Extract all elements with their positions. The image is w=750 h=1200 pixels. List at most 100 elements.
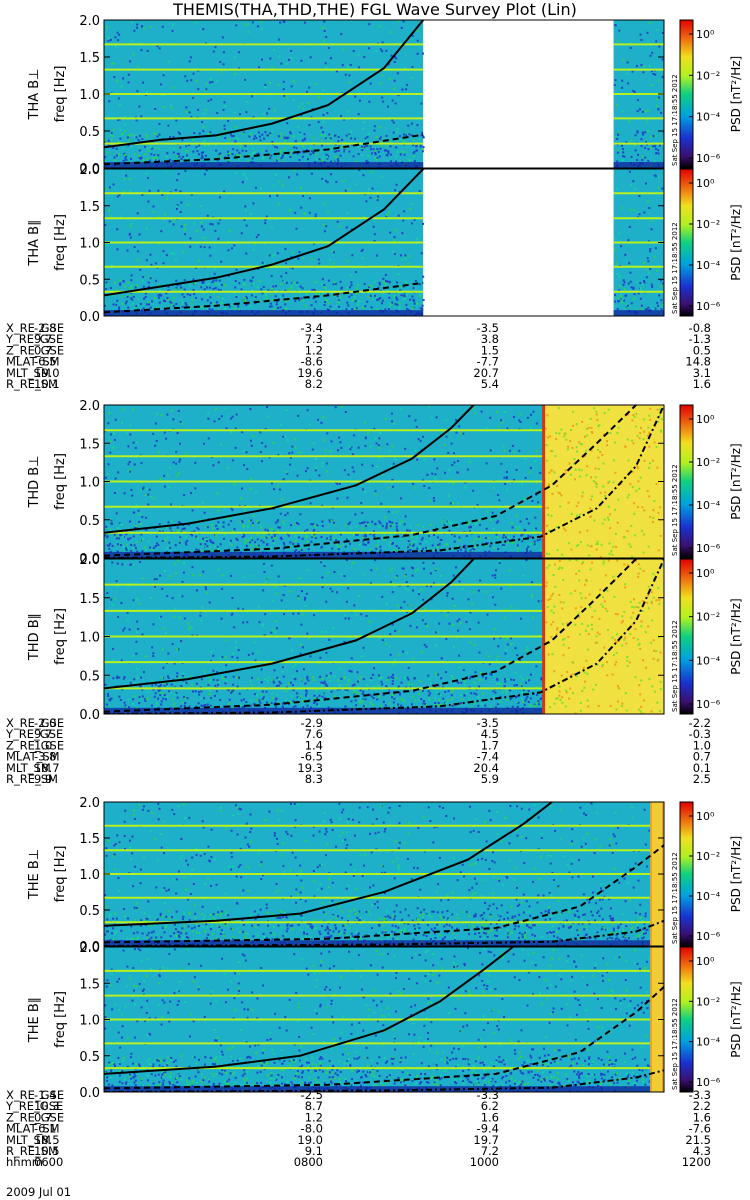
colorbar-tick-label: 10⁻⁴ [696, 1036, 721, 1049]
y-tick-label: 1.5 [79, 832, 100, 847]
ephemeris-value: -3.8 [34, 750, 56, 764]
ephemeris-value: -9.4 [477, 1122, 499, 1136]
dashdot-curve [104, 559, 664, 714]
colorbar-tick-label: 10⁻⁴ [696, 111, 721, 124]
ephemeris-value: 18.7 [34, 761, 60, 775]
y-tick-label: 0.5 [79, 125, 100, 140]
ephemeris-value: -7.7 [477, 355, 499, 369]
ephemeris-value: 8.3 [305, 772, 323, 786]
dashed-curve [104, 986, 664, 1090]
ephemeris-label: MLT_SM [6, 366, 51, 380]
ephemeris-value: 9.9 [34, 772, 52, 786]
colorbar [679, 558, 694, 715]
y-tick-label: 1.0 [79, 237, 100, 252]
ephemeris-value: 6.2 [481, 1099, 499, 1113]
colorbar-tick-label: 10⁻² [696, 850, 720, 863]
spectrogram-panel: 0.0 0.5 1.0 1.5 2.0 THD B⊥ freq [Hz] Sat Sep 15… [27, 399, 743, 567]
ephemeris-label: R_RE_SM [6, 772, 58, 786]
colorbar [679, 801, 694, 947]
ephemeris-value: 1.2 [305, 343, 323, 357]
ephemeris-value: 1.6 [693, 377, 711, 391]
colorbar-tick-label: 10⁰ [696, 567, 715, 580]
ephemeris-value: 19.0 [297, 1133, 323, 1147]
panel-ylabel: THA B∥ [27, 219, 42, 266]
ephemeris-value: 21.5 [685, 1133, 711, 1147]
ephemeris-value: 7.3 [305, 332, 323, 346]
spectrogram-panel: 0.0 0.5 1.0 1.5 2.0 THA B∥ freq [Hz] Sat Sep 15… [27, 163, 743, 325]
ephemeris-value: 1.6 [693, 1110, 711, 1124]
ephemeris-value: 3.1 [693, 366, 711, 380]
panel-ylabel: THD B∥ [27, 613, 42, 661]
spectrogram-image [104, 559, 664, 714]
ephemeris-value: 14.8 [685, 355, 711, 369]
ephemeris-value: -0.3 [689, 727, 711, 741]
y-tick-label: 0.0 [79, 708, 100, 723]
ephemeris-label: R_RE_SM [6, 377, 58, 391]
colorbar-tick-label: 10⁻⁶ [696, 930, 721, 943]
colorbar-tick-label: 10⁻⁴ [696, 654, 721, 667]
ephemeris-value: -6.5 [301, 750, 323, 764]
ephemeris-label: Y_RE_GSE [5, 1099, 63, 1113]
ephemeris-label: Z_RE_GSE [6, 1110, 64, 1124]
y-tick-label: 1.0 [79, 476, 100, 491]
ephemeris-value: 0.7 [34, 343, 52, 357]
colorbar-stamp: Sat Sep 15 17:18:55 2012 [671, 222, 679, 314]
colorbar-tick-label: 10⁻⁴ [696, 499, 721, 512]
axis-ylabel: freq [Hz] [53, 214, 68, 271]
panel-ylabel: THE B∥ [27, 997, 42, 1043]
ephemeris-value: 9.7 [34, 727, 52, 741]
colorbar-tick-label: 10⁻⁶ [696, 542, 721, 555]
ephemeris-value: 10.1 [34, 377, 60, 391]
dashed-curve [104, 844, 664, 944]
colorbar-label: PSD [nT²/Hz] [729, 981, 743, 1057]
spectrogram-panel: 0.0 0.5 1.0 1.5 2.0 THA B⊥ freq [Hz] Sat Sep 15… [27, 14, 743, 177]
dashdot-curve [104, 919, 664, 946]
ephemeris-label: MLAT_SM [6, 750, 60, 764]
ephemeris-label: X_RE_GSE [6, 321, 64, 335]
ephemeris-value: 19.0 [34, 366, 60, 380]
ephemeris-label: MLT_SM [6, 1133, 51, 1147]
colorbar-tick-label: 10⁻⁴ [696, 259, 721, 272]
ephemeris-value: 0.5 [693, 343, 711, 357]
ephemeris-value: 4.3 [693, 1144, 711, 1158]
ephemeris-value: 0.7 [34, 1110, 52, 1124]
y-tick-label: 0.0 [79, 552, 100, 567]
y-tick-label: 0.0 [79, 162, 100, 177]
y-tick-label: 2.0 [79, 553, 100, 568]
ephemeris-value: 20.7 [473, 366, 499, 380]
ephemeris-value: 1.2 [305, 1110, 323, 1124]
axis-ylabel: freq [Hz] [53, 991, 68, 1048]
ephemeris-value: 0.7 [693, 750, 711, 764]
ephemeris-label: R_RE_SM [6, 1144, 58, 1158]
ephemeris-label: MLAT_SM [6, 355, 60, 369]
ephemeris-label: Y_RE_GSE [5, 332, 63, 346]
colorbar-tick-label: 10⁻² [696, 69, 720, 82]
spectrogram-panel: 0.0 0.5 1.0 1.5 2.0 THE B∥ freq [Hz] Sat Sep 15… [27, 941, 743, 1101]
colorbar-tick-label: 10⁻⁶ [696, 1076, 721, 1089]
hot-region [543, 559, 664, 714]
ephemeris-value: 2.5 [693, 772, 711, 786]
ephemeris-label: hhmm [6, 1155, 43, 1169]
ephemeris-value: 7.2 [481, 1144, 499, 1158]
y-tick-label: 1.5 [79, 437, 100, 452]
ephemeris-value: -8.6 [301, 355, 323, 369]
ephemeris-value: -2.0 [34, 716, 56, 730]
low-frequency-band [104, 940, 664, 946]
solid-curve [104, 169, 424, 297]
ephemeris-value: 0800 [294, 1155, 323, 1169]
ephemeris-value: -2.5 [301, 1088, 323, 1102]
ephemeris-value: -3.4 [301, 321, 323, 335]
panel-ylabel: THD B⊥ [27, 455, 42, 508]
ephemeris-label: MLAT_SM [6, 1122, 60, 1136]
ephemeris-value: 8.2 [305, 377, 323, 391]
hot-region [543, 405, 664, 558]
ephemeris-value: 1.5 [481, 343, 499, 357]
low-frequency-band [613, 310, 664, 316]
low-frequency-band [104, 310, 424, 316]
ephemeris-value: 20.4 [473, 761, 499, 775]
colorbar [679, 19, 694, 169]
dashed-curve [104, 133, 424, 166]
low-frequency-band [104, 162, 424, 168]
